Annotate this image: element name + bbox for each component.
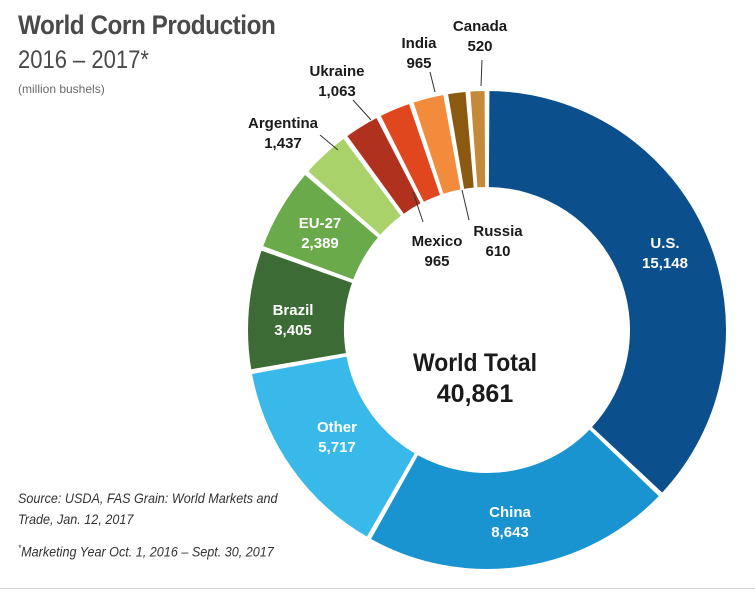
slice-ukraine [344,115,424,217]
slice-canada [468,88,488,190]
footnote-mark: * [18,543,22,553]
slice-label-india: India [401,35,437,52]
leader-line-russia [461,189,470,221]
leader-line-mexico [412,191,424,223]
slice-label-u-s: U.S. [650,235,679,252]
slice-label-canada: Canada [453,18,508,35]
slice-value-argentina: 1,437 [264,135,302,152]
slice-label-other: Other [317,419,357,436]
slice-mexico [378,101,443,205]
slice-label-mexico: Mexico [412,233,463,250]
center-total: World Total 40,861 [413,349,537,408]
slice-value-ukraine: 1,063 [318,83,356,100]
leader-line-argentina [319,134,339,151]
slice-china [368,426,662,571]
slice-argentina [305,136,404,238]
chart-title: World Corn Production [18,10,276,40]
slice-value-brazil: 3,405 [274,322,312,339]
slice-u-s [486,88,728,496]
footnote-text: Marketing Year Oct. 1, 2016 – Sept. 30, … [21,543,274,560]
slice-value-russia: 610 [485,243,510,260]
slice-group [246,88,728,571]
slice-label-russia: Russia [473,223,523,240]
slice-russia [445,89,476,192]
unit-label: (million bushels) [18,82,105,96]
leader-lines [319,59,483,223]
slice-label-brazil: Brazil [273,302,314,319]
footnote: *Marketing Year Oct. 1, 2016 – Sept. 30,… [18,543,306,560]
slice-brazil [246,248,355,372]
leader-line-canada [480,59,483,87]
slice-eu-27 [260,172,381,282]
slice-value-india: 965 [406,55,431,72]
leader-line-india [429,71,436,93]
slice-label-argentina: Argentina [248,115,319,132]
center-value: 40,861 [437,380,514,408]
slice-label-eu-27: EU-27 [299,215,342,232]
slice-value-other: 5,717 [318,439,356,456]
source-note: Source: USDA, FAS Grain: World Markets a… [18,490,278,527]
bottom-rule [0,588,755,589]
slice-other [249,354,418,540]
center-label: World Total [413,349,537,377]
slice-value-eu-27: 2,389 [301,235,339,252]
slice-label-ukraine: Ukraine [309,63,364,80]
slice-value-u-s: 15,148 [642,255,688,272]
slice-value-canada: 520 [467,38,492,55]
slice-labels: U.S. 15,148 China 8,643 Other 5,717 Brazil 3,40… [248,18,688,541]
leader-line-ukraine [352,99,372,121]
slice-value-china: 8,643 [491,524,529,541]
slice-value-mexico: 965 [424,253,449,270]
chart-subtitle: 2016 – 2017* [18,46,149,74]
slice-label-china: China [489,504,531,521]
